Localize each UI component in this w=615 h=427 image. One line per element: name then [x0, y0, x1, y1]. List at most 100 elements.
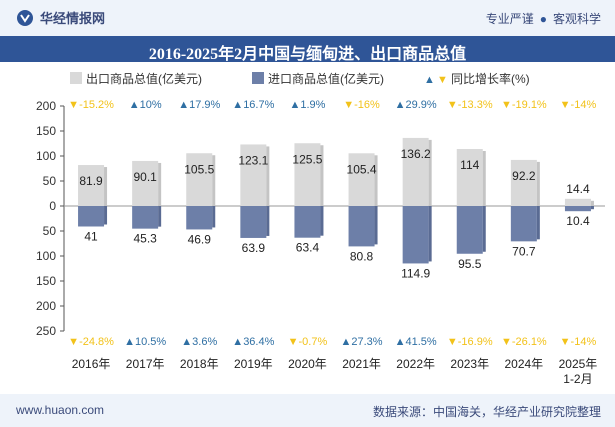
- export-growth-value: -16%: [354, 99, 380, 111]
- x-tick-label-line: 2017年: [126, 357, 165, 371]
- y-tick-label: 100: [36, 149, 56, 163]
- import-bar: [510, 206, 537, 242]
- export-bar-side: [212, 155, 216, 206]
- export-growth-label: ▲17.9%: [178, 99, 220, 111]
- export-value-label: 14.4: [566, 182, 590, 196]
- export-bar-side: [482, 151, 486, 206]
- title-bar: 2016-2025年2月中国与缅甸进、出口商品总值: [0, 36, 615, 63]
- import-bar-side: [374, 206, 378, 245]
- import-growth-value: 41.5%: [405, 336, 436, 348]
- import-bar-side: [104, 206, 108, 225]
- import-bar: [348, 206, 375, 247]
- chart-area: 出口商品总值(亿美元) 进口商品总值(亿美元) ▲ ▼ 同比增长率(%) 200…: [36, 71, 605, 386]
- export-value-label: 105.5: [184, 162, 214, 176]
- x-tick-label: 2019年: [234, 357, 273, 371]
- growth-up-triangle-icon: ▲: [341, 336, 352, 348]
- export-growth-value: 16.7%: [243, 99, 274, 111]
- huajing-logo-icon: [17, 9, 33, 26]
- y-tick-label: 250: [36, 324, 56, 338]
- import-bar: [240, 206, 267, 238]
- import-value-label: 10.4: [566, 214, 590, 228]
- import-value-label: 63.9: [242, 241, 266, 255]
- export-bar-side: [320, 145, 324, 206]
- import-growth-value: -0.7%: [299, 336, 328, 348]
- bars: [78, 137, 594, 264]
- import-bar-side: [482, 206, 486, 252]
- import-bar-side: [428, 206, 432, 262]
- export-growth-value: -13.3%: [458, 99, 493, 111]
- growth-up-triangle-icon: ▲: [178, 99, 189, 111]
- import-value-label: 63.4: [296, 241, 320, 255]
- export-bar: [78, 165, 105, 206]
- y-tick-label: 50: [43, 224, 57, 238]
- growth-down-triangle-icon: ▼: [447, 336, 458, 348]
- x-tick-label: 2021年: [342, 357, 381, 371]
- export-growth-label: ▼-13.3%: [447, 99, 493, 111]
- x-tick-label-line: 2019年: [234, 357, 273, 371]
- export-value-label: 81.9: [79, 174, 103, 188]
- export-growth-label: ▼-15.2%: [68, 99, 114, 111]
- growth-down-triangle-icon: ▼: [68, 99, 79, 111]
- brand-name: 华经情报网: [40, 11, 106, 26]
- growth-up-triangle-icon: ▲: [395, 99, 406, 111]
- growth-up-triangle-icon: ▲: [129, 99, 140, 111]
- y-tick-label: 0: [49, 199, 56, 213]
- import-value-label: 46.9: [188, 232, 212, 246]
- import-growth-label: ▲36.4%: [232, 336, 274, 348]
- import-value-label: 80.8: [350, 249, 374, 263]
- export-bar-side: [374, 155, 378, 206]
- x-tick-label: 2025年 1-2月: [559, 357, 598, 386]
- legend: 出口商品总值(亿美元) 进口商品总值(亿美元) ▲ ▼ 同比增长率(%): [70, 71, 530, 86]
- growth-up-triangle-icon: ▲: [124, 336, 135, 348]
- growth-up-triangle-icon: ▲: [181, 336, 192, 348]
- export-value-label: 123.1: [238, 153, 268, 167]
- import-growth-label: ▼-14%: [560, 336, 597, 348]
- export-bar: [348, 153, 375, 206]
- export-growth-value: 17.9%: [189, 99, 220, 111]
- export-value-label: 114: [460, 158, 479, 172]
- import-growth-value: -26.1%: [512, 336, 547, 348]
- x-tick-label-line: 2024年: [504, 357, 543, 371]
- legend-down-triangle-icon: ▼: [437, 74, 448, 86]
- import-growth-label: ▲3.6%: [181, 336, 217, 348]
- export-value-label: 105.4: [347, 162, 377, 176]
- import-growth-label: ▼-16.9%: [447, 336, 493, 348]
- import-growth-value: 36.4%: [243, 336, 274, 348]
- export-bar: [132, 160, 159, 206]
- x-tick-label-line: 2023年: [450, 357, 489, 371]
- export-bar: [240, 144, 267, 206]
- x-tick-label: 2017年: [126, 357, 165, 371]
- growth-down-triangle-icon: ▼: [343, 99, 354, 111]
- export-growth-value: -19.1%: [512, 99, 547, 111]
- import-growth-label: ▼-24.8%: [68, 336, 114, 348]
- import-growth-value: 10.5%: [135, 336, 166, 348]
- import-bar: [564, 206, 591, 212]
- export-bar: [402, 137, 429, 206]
- export-growth-value: 10%: [140, 99, 162, 111]
- tagline-2: 客观科学: [552, 12, 601, 26]
- export-growth-value: -15.2%: [79, 99, 114, 111]
- export-bar: [564, 198, 591, 206]
- chart-title: 2016-2025年2月中国与缅甸进、出口商品总值: [148, 46, 467, 63]
- legend-label-export: 出口商品总值(亿美元): [86, 71, 202, 86]
- export-growth-value: 29.9%: [405, 99, 436, 111]
- growth-up-triangle-icon: ▲: [289, 99, 300, 111]
- export-growth-label: ▼-16%: [343, 99, 380, 111]
- growth-labels: ▼-15.2%▼-24.8%▲10%▲10.5%▲17.9%▲3.6%▲16.7…: [68, 99, 596, 348]
- export-growth-label: ▼-19.1%: [501, 99, 547, 111]
- export-value-label: 136.2: [401, 147, 431, 161]
- y-tick-label: 150: [36, 274, 56, 288]
- export-bar-side: [266, 146, 270, 206]
- x-tick-label: 2018年: [180, 357, 219, 371]
- x-tick-label-line: 2018年: [180, 357, 219, 371]
- import-bar-side: [536, 206, 540, 240]
- tagline: 专业严谨 ● 客观科学: [486, 10, 601, 27]
- x-tick-label-line: 2016年: [72, 357, 111, 371]
- import-growth-value: 27.3%: [351, 336, 382, 348]
- growth-down-triangle-icon: ▼: [560, 336, 571, 348]
- import-growth-label: ▲27.3%: [341, 336, 383, 348]
- import-bar-side: [158, 206, 162, 227]
- export-growth-label: ▲16.7%: [232, 99, 274, 111]
- import-growth-value: 3.6%: [192, 336, 217, 348]
- export-growth-label: ▲1.9%: [289, 99, 325, 111]
